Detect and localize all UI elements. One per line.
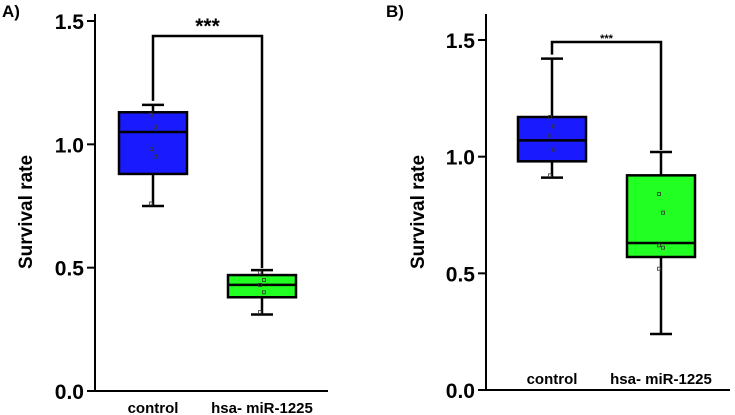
box-treatment [625,150,697,336]
iqr-box [117,111,189,176]
data-point [149,147,153,152]
bracket-line [151,34,264,269]
y-axis-title: Survival rate [16,155,37,269]
y-tick-label: 0.0 [446,380,475,403]
significance-bracket: *** [550,33,663,150]
data-point [149,112,153,117]
bracket-line [550,40,663,150]
panel-label: A) [2,2,20,21]
data-point [548,173,552,178]
data-point [657,243,661,248]
box-control [117,103,189,208]
data-point [661,245,665,250]
data-point [153,154,157,159]
x-categories: control hsa- miR-1225 [527,371,712,388]
data-point [548,115,552,119]
boxes [516,57,697,336]
y-tick-label: 0.0 [55,381,84,404]
y-ticks: 0.0 0.5 1.0 1.5 [55,11,95,404]
y-tick-label: 1.0 [446,147,475,170]
data-point [262,278,266,282]
significance-label: *** [600,33,614,45]
panel-a: A) Survival rate 0.0 0.5 1.0 1.5 control hsa… [2,2,328,415]
panel-b: B) Survival rate 0.0 0.5 1.0 1.5 control hsa… [386,2,730,403]
box-treatment [226,268,298,316]
x-category-label: hsa- miR-1225 [211,400,313,415]
x-categories: control hsa- miR-1225 [128,400,313,415]
box-control [516,57,588,179]
y-tick-label: 1.0 [55,134,84,157]
data-point [657,192,661,196]
y-ticks: 0.0 0.5 1.0 1.5 [446,30,486,403]
y-tick-label: 0.5 [55,258,85,281]
y-tick-label: 0.5 [446,263,476,286]
x-category-label: control [527,371,578,388]
data-point [258,270,262,275]
data-point [552,147,556,152]
data-point [657,266,661,271]
iqr-box [625,174,697,259]
x-category-label: control [128,400,179,415]
data-point [258,310,262,314]
data-point [262,290,266,295]
boxes [117,103,298,316]
panel-label: B) [386,2,404,21]
y-tick-label: 1.5 [446,30,476,53]
data-point [149,201,153,206]
y-tick-label: 1.5 [55,11,85,34]
significance-bracket: *** [151,15,264,269]
data-point [661,210,665,215]
data-point [258,283,262,287]
y-axis-title: Survival rate [408,155,429,269]
data-point [552,124,556,129]
x-category-label: hsa- miR-1225 [610,371,712,388]
data-point [153,125,157,129]
significance-label: *** [195,15,220,38]
data-point [548,133,552,138]
